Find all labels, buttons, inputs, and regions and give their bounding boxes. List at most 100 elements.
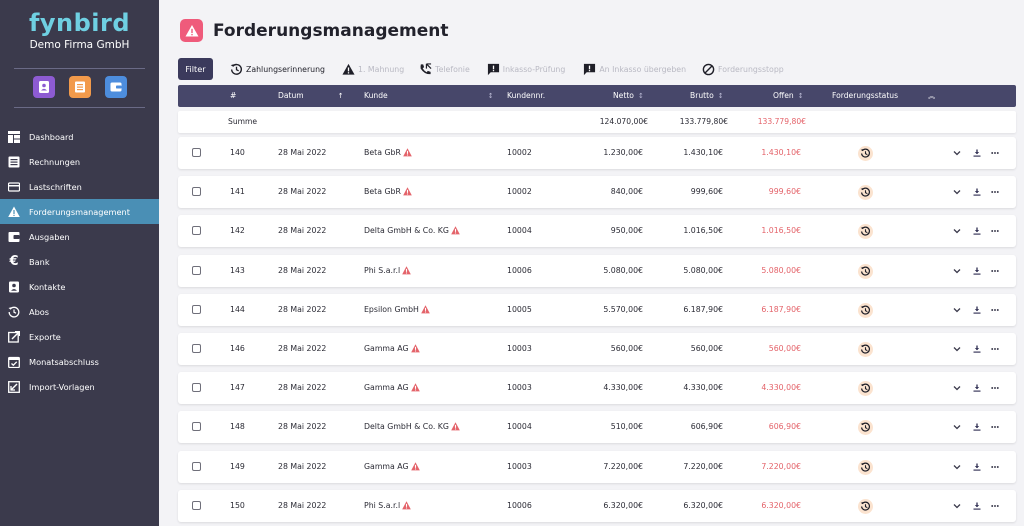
payment-reminder-status-icon[interactable] [858, 420, 873, 435]
expand-chevron-icon[interactable] [951, 333, 963, 365]
brand-logo[interactable]: fynbird [28, 9, 131, 37]
sidebar-item-abos[interactable]: Abos [0, 299, 159, 324]
cell-kunde[interactable]: Gamma AG [364, 372, 420, 404]
expand-chevron-icon[interactable] [951, 490, 963, 522]
download-icon[interactable] [971, 255, 983, 287]
sidebar-item-rechnungen[interactable]: Rechnungen [0, 149, 159, 174]
more-options-icon[interactable] [989, 451, 1001, 483]
more-options-icon[interactable] [989, 294, 1001, 326]
sidebar-item-bank[interactable]: € Bank [0, 249, 159, 274]
expand-chevron-icon[interactable] [951, 372, 963, 404]
sidebar-item-kontakte[interactable]: Kontakte [0, 274, 159, 299]
row-checkbox[interactable] [192, 422, 201, 431]
table-row[interactable]: 150 28 Mai 2022 Phi S.a.r.l 10006 6.320,00€ 6… [178, 490, 1016, 522]
row-checkbox[interactable] [192, 305, 201, 314]
table-row[interactable]: 148 28 Mai 2022 Delta GmbH & Co. KG 10004 51… [178, 411, 1016, 443]
more-options-icon[interactable] [989, 333, 1001, 365]
sort-up-icon[interactable]: ↑ [337, 92, 344, 100]
payment-reminder-status-icon[interactable] [858, 460, 873, 475]
row-checkbox[interactable] [192, 501, 201, 510]
more-options-icon[interactable] [989, 411, 1001, 443]
row-checkbox[interactable] [192, 383, 201, 392]
table-row[interactable]: 147 28 Mai 2022 Gamma AG 10003 4.330,00€ 4.33… [178, 372, 1016, 404]
payment-reminder-status-icon[interactable] [858, 185, 873, 200]
cell-kunde[interactable]: Delta GmbH & Co. KG [364, 411, 460, 443]
zahlungserinnerung-button[interactable]: Zahlungserinnerung [230, 63, 325, 76]
sidebar-item-ausgaben[interactable]: Ausgaben [0, 224, 159, 249]
row-checkbox[interactable] [192, 344, 201, 353]
table-row[interactable]: 146 28 Mai 2022 Gamma AG 10003 560,00€ 560,00… [178, 333, 1016, 365]
sidebar-item-forderungsmanagement[interactable]: Forderungsmanagement [0, 199, 159, 224]
sort-icon[interactable]: ↕ [717, 92, 724, 100]
payment-reminder-status-icon[interactable] [858, 264, 873, 279]
column-header-nr[interactable]: # [230, 85, 236, 107]
mahnung-button[interactable]: 1. Mahnung [342, 63, 404, 76]
table-row[interactable]: 149 28 Mai 2022 Gamma AG 10003 7.220,00€ 7.22… [178, 451, 1016, 483]
payment-reminder-status-icon[interactable] [858, 224, 873, 239]
sort-icon[interactable]: ↕ [487, 92, 494, 100]
cell-kunde[interactable]: Phi S.a.r.l [364, 490, 411, 522]
more-options-icon[interactable] [989, 176, 1001, 208]
download-icon[interactable] [971, 333, 983, 365]
document-list-icon[interactable] [68, 76, 91, 98]
payment-reminder-status-icon[interactable] [858, 303, 873, 318]
column-header-status[interactable]: Forderungsstatus ︽ [832, 85, 935, 107]
an-inkasso-button[interactable]: An Inkasso übergeben [583, 63, 686, 76]
chevron-double-up-icon[interactable]: ︽ [928, 92, 936, 100]
table-row[interactable]: 140 28 Mai 2022 Beta GbR 10002 1.230,00€ 1.43… [178, 137, 1016, 169]
row-checkbox[interactable] [192, 226, 201, 235]
table-row[interactable]: 143 28 Mai 2022 Phi S.a.r.l 10006 5.080,00€ 5… [178, 255, 1016, 287]
company-name[interactable]: Demo Firma GmbH [29, 39, 130, 51]
more-options-icon[interactable] [989, 490, 1001, 522]
download-icon[interactable] [971, 372, 983, 404]
cell-kunde[interactable]: Gamma AG [364, 451, 420, 483]
table-row[interactable]: 141 28 Mai 2022 Beta GbR 10002 840,00€ 999,60… [178, 176, 1016, 208]
table-row[interactable]: 144 28 Mai 2022 Epsilon GmbH 10005 5.570,00€… [178, 294, 1016, 326]
payment-reminder-status-icon[interactable] [858, 499, 873, 514]
row-checkbox[interactable] [192, 266, 201, 275]
sidebar-item-dashboard[interactable]: Dashboard [0, 124, 159, 149]
filter-button[interactable]: Filter [178, 58, 213, 80]
more-options-icon[interactable] [989, 372, 1001, 404]
cell-kunde[interactable]: Gamma AG [364, 333, 420, 365]
download-icon[interactable] [971, 490, 983, 522]
download-icon[interactable] [971, 215, 983, 247]
expand-chevron-icon[interactable] [951, 255, 963, 287]
row-checkbox[interactable] [192, 187, 201, 196]
contact-book-icon[interactable] [32, 76, 55, 98]
sidebar-item-import-vorlagen[interactable]: Import-Vorlagen [0, 374, 159, 399]
more-options-icon[interactable] [989, 255, 1001, 287]
cell-kunde[interactable]: Beta GbR [364, 137, 412, 169]
sidebar-item-monatsabschluss[interactable]: Monatsabschluss [0, 349, 159, 374]
expand-chevron-icon[interactable] [951, 176, 963, 208]
sort-icon[interactable]: ↕ [797, 92, 804, 100]
expand-chevron-icon[interactable] [951, 294, 963, 326]
forderungsstopp-button[interactable]: Forderungsstopp [702, 63, 784, 76]
sidebar-item-lastschriften[interactable]: Lastschriften [0, 174, 159, 199]
cell-kunde[interactable]: Delta GmbH & Co. KG [364, 215, 460, 247]
more-options-icon[interactable] [989, 137, 1001, 169]
row-checkbox[interactable] [192, 462, 201, 471]
column-header-datum[interactable]: Datum ↑ [278, 85, 344, 107]
expand-chevron-icon[interactable] [951, 215, 963, 247]
download-icon[interactable] [971, 411, 983, 443]
expand-chevron-icon[interactable] [951, 411, 963, 443]
table-row[interactable]: 142 28 Mai 2022 Delta GmbH & Co. KG 10004 95… [178, 215, 1016, 247]
wallet-icon[interactable] [104, 76, 127, 98]
download-icon[interactable] [971, 137, 983, 169]
cell-kunde[interactable]: Epsilon GmbH [364, 294, 430, 326]
cell-kunde[interactable]: Beta GbR [364, 176, 412, 208]
payment-reminder-status-icon[interactable] [858, 381, 873, 396]
column-header-offen[interactable]: Offen ↕ [773, 85, 804, 107]
column-header-brutto[interactable]: Brutto ↕ [690, 85, 724, 107]
column-header-kunde[interactable]: Kunde ↕ [364, 85, 494, 107]
row-checkbox[interactable] [192, 148, 201, 157]
more-options-icon[interactable] [989, 215, 1001, 247]
column-header-kundennr[interactable]: Kundennr. [507, 85, 545, 107]
download-icon[interactable] [971, 294, 983, 326]
column-header-netto[interactable]: Netto ↕ [613, 85, 644, 107]
payment-reminder-status-icon[interactable] [858, 146, 873, 161]
download-icon[interactable] [971, 451, 983, 483]
sort-icon[interactable]: ↕ [637, 92, 644, 100]
expand-chevron-icon[interactable] [951, 137, 963, 169]
